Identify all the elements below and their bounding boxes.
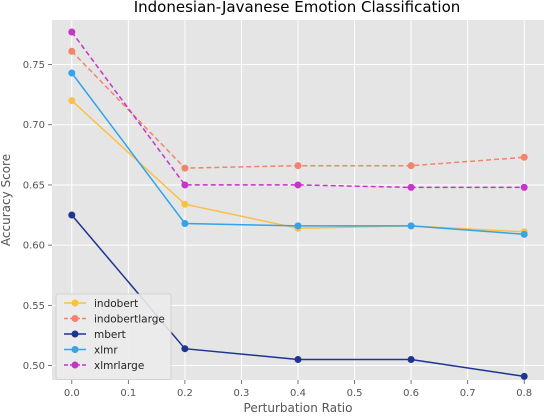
series-layer xyxy=(68,28,528,380)
x-tick-label: 0.2 xyxy=(177,388,193,399)
data-point-xlmr xyxy=(407,222,415,230)
data-point-xlmrlarge xyxy=(294,181,302,189)
y-tick-label: 0.60 xyxy=(23,241,45,252)
legend-label: indobert xyxy=(94,298,138,310)
x-axis-label: Perturbation Ratio xyxy=(244,401,353,415)
data-point-mbert xyxy=(520,372,528,380)
y-tick-label: 0.75 xyxy=(23,60,45,71)
legend-label: mbert xyxy=(94,329,126,341)
data-point-indobert xyxy=(68,97,76,105)
legend-marker xyxy=(71,330,79,338)
legend-item-xlmr: xlmr xyxy=(64,345,118,357)
x-tick-label: 0.7 xyxy=(460,388,476,399)
legend-marker xyxy=(71,346,79,353)
y-tick-label: 0.50 xyxy=(23,361,45,372)
data-point-xlmrlarge xyxy=(407,183,415,191)
data-point-xlmr xyxy=(294,222,302,230)
chart-title: Indonesian-Javanese Emotion Classificati… xyxy=(134,0,461,16)
y-tick-label: 0.65 xyxy=(23,180,45,191)
legend-label: indobertlarge xyxy=(94,314,165,326)
data-point-indobertlarge xyxy=(68,47,76,55)
data-point-xlmrlarge xyxy=(181,181,189,189)
series-xlmr xyxy=(68,69,528,238)
x-tick-label: 0.5 xyxy=(347,388,363,399)
data-point-xlmr xyxy=(68,69,76,77)
data-point-mbert xyxy=(68,211,76,219)
data-point-xlmrlarge xyxy=(68,28,76,36)
legend: indobert indobertlarge mbert xlmr xlmrlarge xyxy=(55,293,172,380)
x-tick-label: 0.4 xyxy=(290,388,306,399)
x-tick-label: 0.0 xyxy=(64,388,80,399)
legend-marker xyxy=(71,299,79,307)
legend-item-indobertlarge: indobertlarge xyxy=(64,314,165,326)
legend-label: xlmr xyxy=(94,345,118,357)
data-point-xlmrlarge xyxy=(520,183,528,191)
data-point-indobert xyxy=(181,200,189,208)
legend-item-indobert: indobert xyxy=(64,298,138,310)
legend-item-mbert: mbert xyxy=(64,329,126,341)
y-tick-label: 0.70 xyxy=(23,120,45,131)
legend-marker xyxy=(71,361,79,369)
legend-item-xlmrlarge: xlmrlarge xyxy=(64,360,144,372)
data-point-indobertlarge xyxy=(181,164,189,172)
legend-label: xlmrlarge xyxy=(94,360,144,372)
series-indobertlarge xyxy=(68,47,528,172)
legend-frame xyxy=(55,293,172,380)
x-tick-label: 0.1 xyxy=(120,388,136,399)
data-point-indobertlarge xyxy=(407,162,415,170)
data-point-xlmr xyxy=(181,219,189,227)
data-point-xlmr xyxy=(520,230,528,238)
series-xlmrlarge xyxy=(68,28,528,191)
x-tick-label: 0.3 xyxy=(233,388,249,399)
y-tick-label: 0.55 xyxy=(23,301,45,312)
data-point-indobertlarge xyxy=(520,153,528,161)
data-point-mbert xyxy=(294,356,302,364)
x-tick-label: 0.8 xyxy=(516,388,532,399)
x-tick-label: 0.6 xyxy=(403,388,419,399)
y-axis: 0.50 0.55 0.60 0.65 0.70 0.75 xyxy=(23,60,52,372)
legend-marker xyxy=(71,315,79,322)
x-axis: 0.0 0.1 0.2 0.3 0.4 0.5 0.6 0.7 0.8 xyxy=(64,380,532,399)
y-axis-label: Accuracy Score xyxy=(0,154,13,246)
data-point-indobertlarge xyxy=(294,162,302,170)
data-point-mbert xyxy=(407,356,415,364)
grid-lines xyxy=(52,20,544,380)
data-point-mbert xyxy=(181,345,189,353)
